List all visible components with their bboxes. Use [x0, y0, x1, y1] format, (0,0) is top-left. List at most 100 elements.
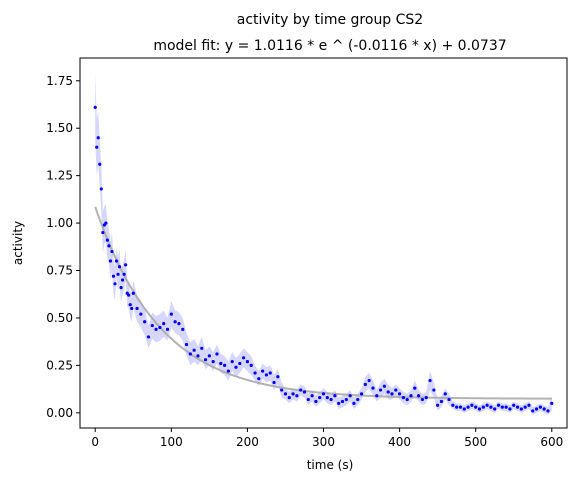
data-point [108, 259, 113, 263]
y-tick-label: 0.75 [46, 264, 73, 278]
data-point [130, 306, 134, 311]
data-point [215, 352, 219, 356]
data-point [367, 378, 371, 383]
chart-subtitle: model fit: y = 1.0116 * e ^ (-0.0116 * x… [153, 38, 506, 54]
fit-line [94, 206, 552, 400]
data-point [242, 356, 246, 360]
data-point [466, 405, 470, 409]
data-point [310, 394, 314, 398]
data-point [105, 238, 109, 242]
data-point [272, 380, 276, 385]
data-point [111, 274, 116, 278]
data-point [124, 263, 128, 267]
x-axis-label: time (s) [307, 458, 354, 472]
data-point [230, 359, 234, 364]
x-tick-label: 300 [312, 435, 335, 449]
data-point [386, 390, 390, 394]
data-point [527, 403, 531, 407]
data-point [268, 371, 272, 375]
data-point [340, 399, 345, 404]
data-point [188, 352, 192, 356]
data-point [192, 348, 196, 352]
y-tick-label: 0.25 [46, 358, 73, 372]
data-point [481, 405, 485, 409]
data-point [314, 399, 318, 404]
data-point [96, 136, 100, 140]
data-point [219, 361, 223, 366]
data-point [101, 230, 105, 235]
data-point [287, 396, 291, 400]
plot-area [93, 73, 554, 415]
data-point [546, 409, 550, 413]
data-point [131, 291, 135, 295]
data-point [154, 327, 158, 331]
data-point [363, 382, 367, 386]
data-point [485, 403, 489, 407]
data-point [531, 409, 535, 413]
data-point [318, 396, 322, 400]
data-point [113, 282, 117, 286]
x-tick-label: 200 [236, 435, 259, 449]
data-point [496, 403, 501, 407]
data-point [295, 394, 299, 398]
data-point [110, 249, 114, 254]
data-point [99, 187, 103, 191]
error-band [95, 73, 552, 415]
data-point [127, 293, 131, 297]
data-point [470, 403, 474, 407]
data-point [150, 323, 154, 328]
data-point [302, 390, 307, 394]
data-point [93, 105, 97, 109]
data-point [222, 363, 227, 367]
x-tick-label: 0 [91, 435, 99, 449]
data-point [158, 325, 162, 330]
data-point [462, 407, 466, 411]
data-point [409, 394, 413, 398]
data-point [253, 371, 257, 375]
data-point [95, 145, 99, 149]
data-point [333, 394, 337, 398]
data-point [455, 405, 459, 409]
y-tick-label: 1.00 [46, 216, 73, 230]
data-point [299, 388, 303, 392]
data-point [493, 407, 497, 411]
data-point [397, 392, 402, 396]
data-point [203, 358, 208, 362]
data-point [534, 407, 539, 411]
data-point [200, 346, 204, 350]
data-point [375, 394, 379, 398]
x-tick-label: 400 [388, 435, 411, 449]
data-point [184, 342, 189, 347]
data-point [344, 397, 348, 402]
data-point [291, 392, 295, 396]
data-point [257, 377, 261, 381]
data-point [512, 403, 516, 407]
data-point [116, 272, 120, 276]
data-point [432, 388, 436, 392]
data-point [443, 392, 447, 396]
plot-frame [79, 57, 568, 429]
data-point [515, 405, 520, 409]
x-tick-label: 100 [160, 435, 183, 449]
data-point [181, 327, 185, 331]
data-point [550, 401, 554, 405]
data-point [508, 407, 512, 411]
data-point [458, 405, 463, 409]
data-point [504, 405, 508, 409]
data-point [276, 375, 280, 379]
data-point [261, 369, 265, 373]
data-point [98, 162, 102, 166]
data-point [378, 388, 383, 392]
data-point [119, 285, 123, 290]
axes: 0 100 200 300 400 500 600 0.00 0.25 0.50 0.75 1.00 1… [46, 57, 568, 449]
y-tick-label: 1.75 [46, 74, 73, 88]
data-point [121, 278, 125, 282]
data-point [107, 244, 111, 248]
data-point [356, 397, 360, 402]
data-point [177, 322, 181, 326]
data-point [165, 327, 170, 331]
data-point [371, 386, 375, 390]
x-tick-label: 500 [464, 435, 487, 449]
data-point [122, 272, 126, 276]
